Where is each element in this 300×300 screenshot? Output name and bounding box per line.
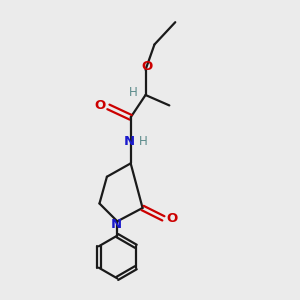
Text: H: H	[139, 135, 148, 148]
Text: O: O	[167, 212, 178, 225]
Text: H: H	[129, 86, 137, 99]
Text: O: O	[94, 99, 106, 112]
Text: N: N	[110, 218, 122, 231]
Text: N: N	[124, 135, 135, 148]
Text: O: O	[141, 60, 153, 73]
